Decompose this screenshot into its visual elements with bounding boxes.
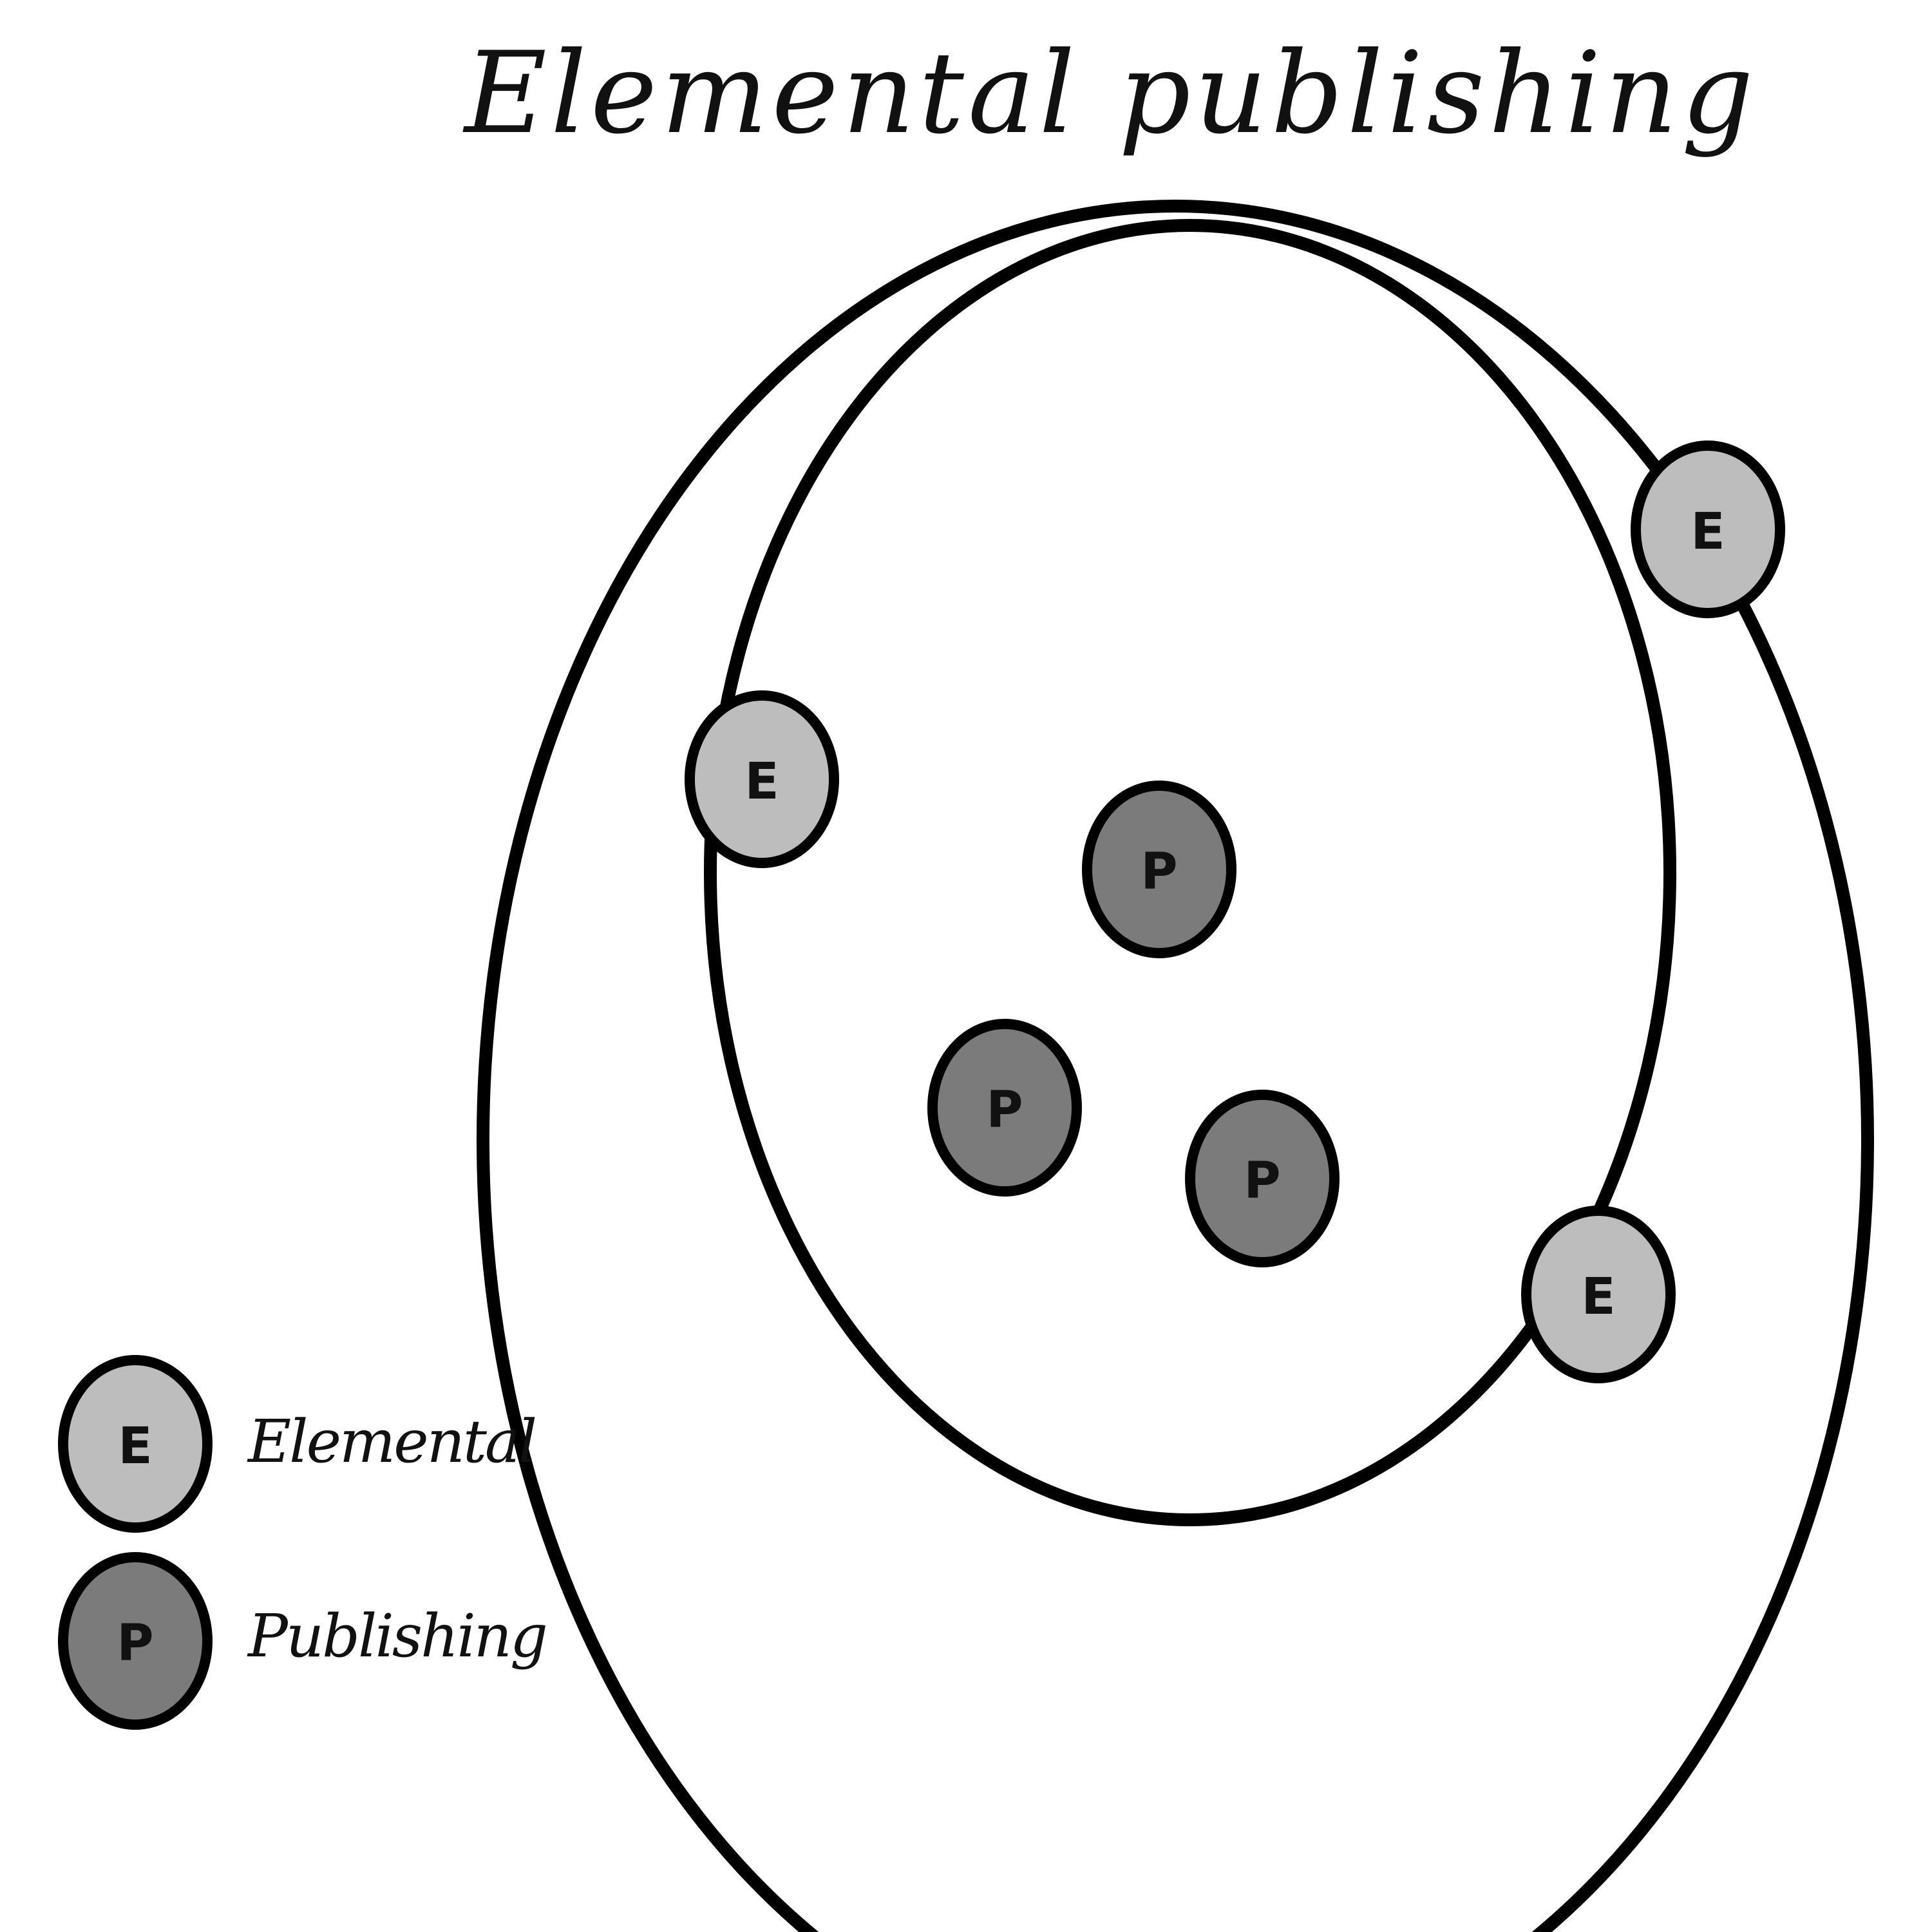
inner-orbit-elemental-node-lower: E: [1521, 1206, 1676, 1383]
diagram-title: Elemental publishing: [462, 28, 1757, 159]
elemental-node-circle: [1631, 440, 1785, 618]
publishing-node-circle: [927, 1019, 1082, 1197]
inner-orbit-ring: [704, 219, 1676, 1526]
legend: E Elemental P Publishing: [58, 1355, 548, 1730]
legend-item-elemental: E Elemental: [58, 1355, 537, 1533]
nucleus-publishing-node-left: P: [927, 1019, 1082, 1197]
elemental-node-letter: E: [744, 753, 779, 811]
publishing-node-circle: [1185, 1090, 1340, 1267]
nucleus-publishing-node-top: P: [1082, 781, 1236, 958]
legend-elemental-label: Elemental: [247, 1407, 535, 1476]
outer-orbit-ring: [477, 200, 1874, 1932]
nucleus-publishing-node-right: P: [1185, 1090, 1340, 1267]
inner-orbit-elemental-node-upper: E: [685, 690, 839, 868]
elemental-node-letter: E: [1690, 503, 1725, 561]
elemental-node-circle: [685, 690, 839, 868]
publishing-node-letter: P: [1141, 843, 1177, 901]
publishing-node-letter: P: [1244, 1152, 1280, 1210]
publishing-node-letter: P: [986, 1081, 1023, 1139]
publishing-node-circle: [1082, 781, 1236, 958]
legend-publishing-swatch: [58, 1552, 213, 1730]
elemental-node-letter: E: [1581, 1268, 1615, 1326]
legend-publishing-label: Publishing: [247, 1602, 546, 1671]
legend-elemental-swatch: [58, 1355, 213, 1533]
legend-item-publishing: P Publishing: [58, 1552, 548, 1730]
legend-elemental-letter: E: [118, 1417, 152, 1475]
elemental-node-circle: [1521, 1206, 1676, 1383]
outer-orbit-elemental-node: E: [1631, 440, 1785, 618]
legend-publishing-letter: P: [117, 1615, 153, 1672]
